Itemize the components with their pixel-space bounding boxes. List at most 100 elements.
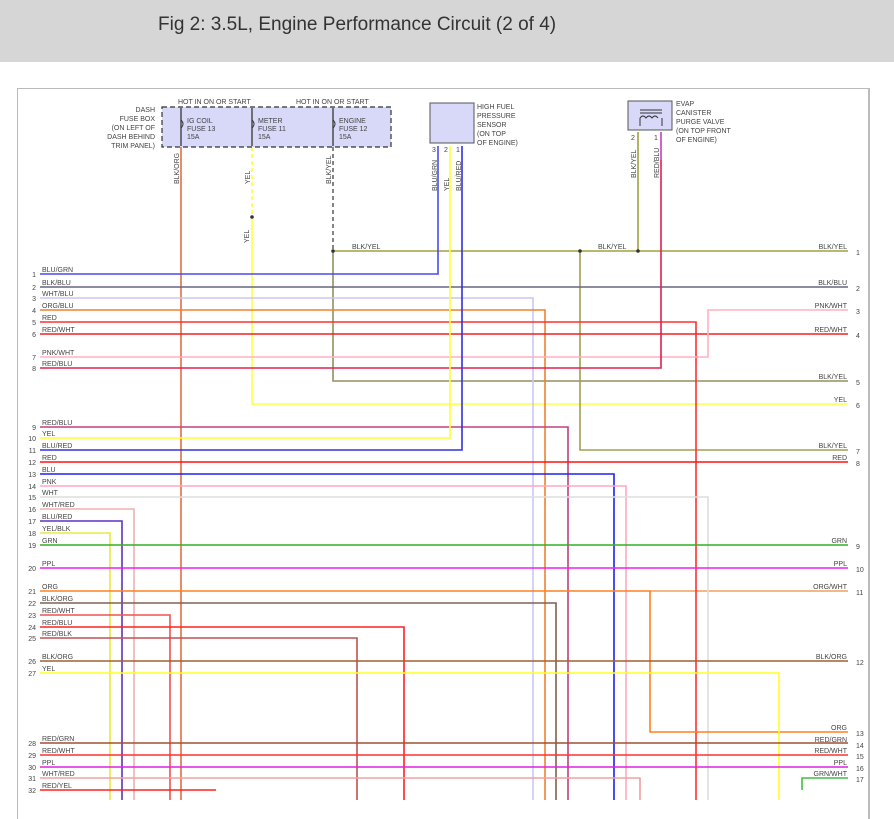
- evap-label: OF ENGINE): [676, 137, 717, 144]
- wire-left-4: [40, 309, 546, 800]
- wire-label: PNK/WHT: [42, 350, 75, 357]
- wire-label: RED/GRN: [42, 736, 74, 743]
- connector-pin-number: 32: [28, 788, 36, 795]
- wire-label: PNK: [42, 479, 57, 486]
- connector-pin-number: 1: [856, 250, 860, 257]
- fuse-label: ENGINE: [339, 118, 366, 125]
- wire-label: WHT/RED: [42, 771, 75, 778]
- wire-label: WHT/BLU: [42, 291, 74, 298]
- wire-left-1: [40, 160, 439, 275]
- hot-label: HOT IN ON OR START: [178, 99, 251, 106]
- connector-pin-number: 5: [856, 380, 860, 387]
- wire-label: BLU/GRN: [42, 267, 73, 274]
- evap-label: (ON TOP FRONT: [676, 128, 732, 135]
- connector-pin-number: 31: [28, 776, 36, 783]
- pin-number: 1: [654, 135, 658, 142]
- sensor-label: OF ENGINE): [477, 140, 518, 147]
- wire-label: GRN/WHT: [814, 771, 848, 778]
- connector-pin-number: 7: [856, 449, 860, 456]
- connector-pin-number: 10: [28, 436, 36, 443]
- wire-label: YEL: [245, 171, 252, 184]
- connector-pin-number: 16: [856, 766, 864, 773]
- wire-left-25: [40, 637, 358, 800]
- wire-label: YEL: [42, 431, 55, 438]
- wire-label: BLK/ORG: [42, 596, 73, 603]
- connector-pin-number: 26: [28, 659, 36, 666]
- fuse-label: FUSE 13: [187, 126, 216, 133]
- wire-label: RED/BLU: [654, 148, 661, 178]
- wire-label: YEL: [42, 666, 55, 673]
- splice-dot: [250, 215, 254, 219]
- wire-label: RED/BLK: [42, 631, 72, 638]
- sensor-label: (ON TOP: [477, 131, 506, 138]
- connector-pin-number: 30: [28, 765, 36, 772]
- connector-pin-number: 10: [856, 567, 864, 574]
- fuse-box-label: (ON LEFT OF: [112, 125, 155, 132]
- wire-left-15: [40, 496, 709, 800]
- connector-pin-number: 25: [28, 636, 36, 643]
- hot-label: HOT IN ON OR START: [296, 99, 369, 106]
- connector-pin-number: 6: [856, 403, 860, 410]
- connector-pin-number: 15: [856, 754, 864, 761]
- fuse-box-label: DASH: [136, 107, 155, 114]
- wire-label: BLK/BLU: [818, 280, 847, 287]
- connector-pin-number: 12: [856, 660, 864, 667]
- wire-label: PPL: [42, 760, 55, 767]
- fuse-box-label: TRIM PANEL): [111, 143, 155, 150]
- splice-dot: [331, 249, 335, 253]
- wire-label: BLK/YEL: [352, 244, 381, 251]
- grn-wht-r17: [801, 777, 848, 790]
- connector-pin-number: 20: [28, 566, 36, 573]
- wire-label: BLU/GRN: [432, 160, 439, 191]
- wire-label: BLK/YEL: [598, 244, 627, 251]
- pin-number: 2: [631, 135, 635, 142]
- fuse-icon: [251, 119, 255, 129]
- fuse-label: IG COIL: [187, 118, 213, 125]
- wire-label: YEL: [244, 230, 251, 243]
- fuse-label: FUSE 11: [258, 126, 286, 133]
- wire-left-7: [40, 309, 848, 358]
- connector-pin-number: 3: [856, 309, 860, 316]
- connector-pin-number: 14: [28, 484, 36, 491]
- wire-label: RED: [42, 455, 57, 462]
- pin-number: 2: [444, 147, 448, 154]
- connector-pin-number: 13: [28, 472, 36, 479]
- connector-pin-number: 24: [28, 625, 36, 632]
- wire-label: PPL: [834, 561, 847, 568]
- fuse-label: 15A: [339, 134, 352, 141]
- solenoid-icon: [639, 109, 663, 126]
- wire-label: BLK/YEL: [819, 374, 848, 381]
- connector-pin-number: 27: [28, 671, 36, 678]
- wire-label: BLU: [42, 467, 56, 474]
- wire-left-24: [40, 626, 405, 800]
- wire-label: YEL/BLK: [42, 526, 71, 533]
- wire-left-3: [40, 297, 534, 800]
- diagram-frame: [17, 88, 870, 819]
- wire-left-14: [40, 485, 627, 800]
- wire-label: YEL: [834, 397, 847, 404]
- wire-left-31: [40, 777, 641, 800]
- yel-wire-r6: [251, 217, 848, 405]
- wire-label: RED/BLU: [42, 361, 72, 368]
- connector-pin-number: 7: [32, 355, 36, 362]
- fuse-label: METER: [258, 118, 283, 125]
- sensor-label: SENSOR: [477, 122, 507, 129]
- wire-left-16: [40, 508, 135, 800]
- wire-left-8: [40, 160, 662, 369]
- connector-pin-number: 9: [32, 425, 36, 432]
- connector-pin-number: 12: [28, 460, 36, 467]
- wire-label: RED: [832, 455, 847, 462]
- wire-label: ORG: [42, 584, 58, 591]
- fuse-icon: [180, 119, 184, 129]
- connector-pin-number: 2: [32, 285, 36, 292]
- wire-left-18: [40, 532, 111, 800]
- wire-label: BLK/YEL: [819, 244, 848, 251]
- wire-label: RED/WHT: [814, 748, 847, 755]
- wire-label: RED/WHT: [42, 327, 75, 334]
- connector-pin-number: 23: [28, 613, 36, 620]
- connector-pin-number: 18: [28, 531, 36, 538]
- pin-number: 1: [456, 147, 460, 154]
- connector-pin-number: 1: [32, 272, 36, 279]
- evap-label: PURGE VALVE: [676, 119, 725, 126]
